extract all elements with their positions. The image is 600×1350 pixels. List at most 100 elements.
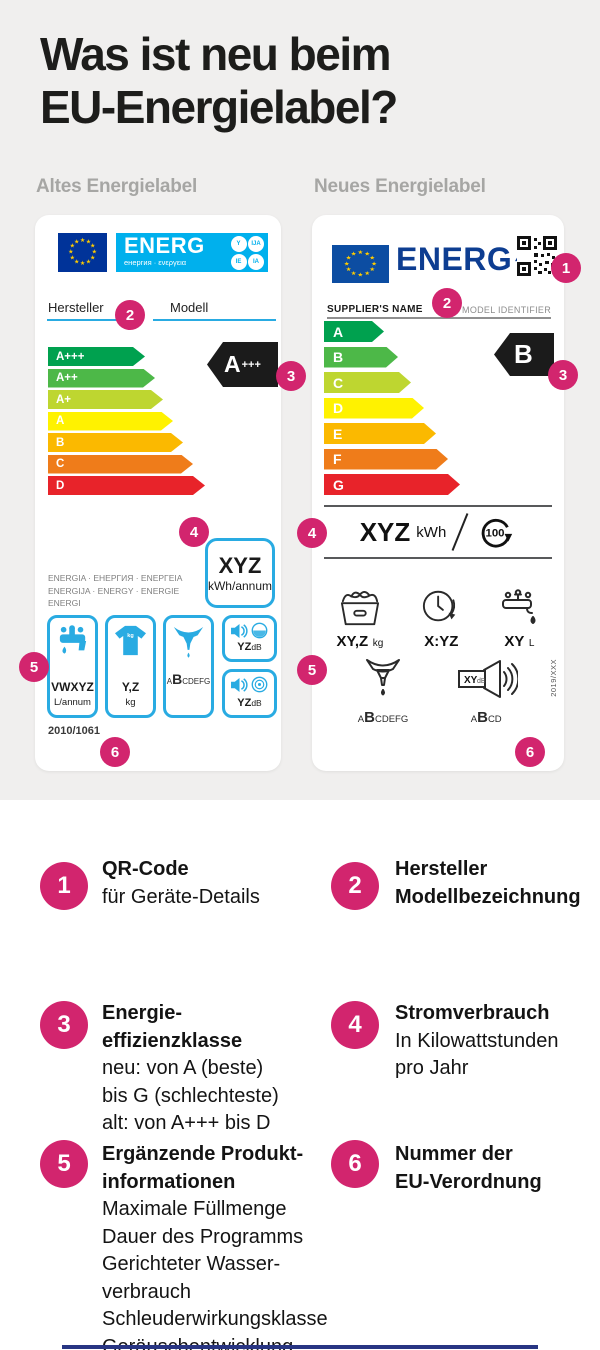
- energy-value: XYZ: [359, 516, 411, 547]
- legend-item-3: Energie- effizienzklasse neu: von A (bes…: [102, 1000, 279, 1138]
- capacity-item: XY,Z kg: [337, 581, 384, 651]
- language-line: ENERGIA · ЕНЕРГИЯ · ΕΝΕΡΓΕΙΑ: [48, 573, 183, 583]
- energ-logo-text: ENERG: [396, 241, 513, 277]
- language-circle: Y: [230, 236, 247, 252]
- page-title: Was ist neu beim EU-Energielabel?: [40, 28, 398, 134]
- speaker-icon: [231, 677, 248, 693]
- noise-box-value: XY: [464, 675, 478, 686]
- spin-class-big: B: [172, 671, 183, 687]
- water-consumption-box: VWXYZ L/annum: [47, 615, 98, 718]
- spin-class-post: CDEFG: [182, 677, 211, 686]
- class-arrow-label: A: [333, 323, 344, 340]
- new-label-heading: Neues Energielabel: [314, 176, 486, 197]
- legend-title: EU-Verordnung: [395, 1170, 542, 1193]
- energ-logo-old: ENERG енергия · ενεργεια Y IJA IE IA: [116, 233, 268, 272]
- callout-badge-4: 4: [297, 518, 327, 548]
- svg-text:★: ★: [364, 271, 370, 277]
- new-rating-arrow: B: [494, 333, 554, 376]
- legend-title: Ergänzende Produkt-: [102, 1143, 304, 1165]
- capacity-box: kg Y,Z kg: [105, 615, 156, 718]
- tshirt-icon: kg: [108, 625, 153, 656]
- old-efficiency-scale: A+++ A++ A+ A B C D: [48, 347, 205, 498]
- legend-title: informationen: [102, 1170, 236, 1193]
- model-underline: [153, 319, 276, 321]
- water-value: VWXYZ: [51, 680, 94, 694]
- noise-unit: dB: [251, 642, 262, 652]
- spin-class-letters: ABCDEFG: [166, 671, 211, 689]
- new-product-icons-row1: XY,Z kg X:YZ: [318, 581, 558, 651]
- svg-text:★: ★: [346, 267, 352, 273]
- multilanguage-energy-text: ENERGIA · ЕНЕРГИЯ · ΕΝΕΡΓΕΙΑ ENERGIJA · …: [48, 572, 203, 610]
- legend-item-1: QR-Code für Geräte-Details: [102, 856, 260, 911]
- class-arrow-label: A: [56, 415, 65, 427]
- eu-flag-icon: ★ ★ ★ ★ ★ ★ ★ ★ ★ ★ ★ ★: [332, 245, 389, 283]
- water-item: XY L: [499, 581, 539, 651]
- wash-drum-icon: [251, 622, 268, 639]
- legend-number-4: 4: [331, 1001, 379, 1049]
- svg-text:★: ★: [80, 260, 85, 267]
- svg-text:★: ★: [68, 249, 73, 256]
- page-title-line2: EU-Energielabel?: [40, 81, 398, 133]
- noise-box-unit: dB: [477, 678, 486, 685]
- svg-text:★: ★: [369, 267, 375, 273]
- legend-line: In Kilowattstunden: [395, 1029, 559, 1052]
- class-arrow: D: [324, 398, 424, 419]
- tshirt-kg-tag: kg: [127, 633, 133, 639]
- svg-text:★: ★: [369, 255, 375, 261]
- faucet-icon: [50, 625, 95, 655]
- per-slash: [451, 513, 469, 551]
- energ-logo-subtext: енергия · ενεργεια: [124, 258, 187, 267]
- noise-class-pre: A: [470, 714, 478, 725]
- capacity-value: XY,Z: [336, 633, 369, 650]
- footer-accent-line: [62, 1345, 538, 1349]
- old-rating-arrow: A +++: [207, 342, 278, 387]
- legend-number-5: 5: [40, 1140, 88, 1188]
- callout-badge-2: 2: [115, 300, 145, 330]
- noise-unit: dB: [251, 698, 262, 708]
- legend-line: verbrauch: [102, 1280, 191, 1303]
- supplier-name-label: SUPPLIER'S NAME: [327, 304, 423, 315]
- language-circle: IA: [248, 253, 264, 270]
- spin-class-pre: A: [166, 677, 173, 686]
- svg-text:★: ★: [74, 259, 79, 266]
- svg-text:★: ★: [351, 271, 357, 277]
- svg-text:★: ★: [92, 249, 97, 256]
- svg-text:★: ★: [74, 238, 79, 245]
- class-arrow: F: [324, 449, 448, 470]
- model-identifier-label: MODEL IDENTIFIER: [462, 305, 551, 315]
- eu-flag-icon: ★ ★ ★ ★ ★ ★ ★ ★ ★ ★ ★ ★: [58, 233, 107, 272]
- noise-value: YZ: [237, 697, 252, 709]
- class-arrow-label: D: [333, 400, 344, 416]
- callout-badge-3: 3: [276, 361, 306, 391]
- water-label: XY L: [504, 633, 534, 651]
- old-rating-letter: A: [224, 351, 241, 377]
- callout-badge-6: 6: [515, 737, 545, 767]
- duration-label: X:YZ: [424, 633, 458, 651]
- legend-title: Energie-: [102, 1002, 183, 1024]
- class-arrow-label: G: [333, 476, 344, 493]
- legend-item-6: Nummer der EU-Verordnung: [395, 1141, 542, 1196]
- section-divider: [324, 505, 552, 507]
- clock-icon: [420, 581, 462, 627]
- legend-line: alt: von A+++ bis D: [102, 1112, 271, 1134]
- legend-number-6: 6: [331, 1140, 379, 1188]
- legend-title: Hersteller: [395, 858, 488, 880]
- svg-text:★: ★: [357, 249, 363, 255]
- legend-title: effizienzklasse: [102, 1029, 243, 1052]
- old-label-heading: Altes Energielabel: [36, 176, 198, 197]
- svg-text:★: ★: [86, 238, 91, 245]
- capacity-label: XY,Z kg: [337, 633, 384, 651]
- noise-value: YZ: [237, 641, 252, 653]
- class-arrow: C: [48, 455, 193, 474]
- svg-text:★: ★: [357, 272, 363, 278]
- legend-item-4: Stromverbrauch In Kilowattstunden pro Ja…: [395, 1000, 558, 1083]
- noise-class-post: CD: [487, 714, 502, 725]
- language-circle: IJA: [248, 236, 264, 252]
- spin-class-pre: A: [357, 714, 365, 725]
- model-label: Modell: [170, 300, 209, 315]
- spin-class-box: ABCDEFG: [163, 615, 214, 718]
- energ-logo-new: ENERG: [396, 241, 532, 278]
- class-arrow-label: B: [56, 436, 65, 449]
- capacity-unit: kg: [125, 697, 136, 708]
- class-arrow-label: A+++: [56, 350, 85, 363]
